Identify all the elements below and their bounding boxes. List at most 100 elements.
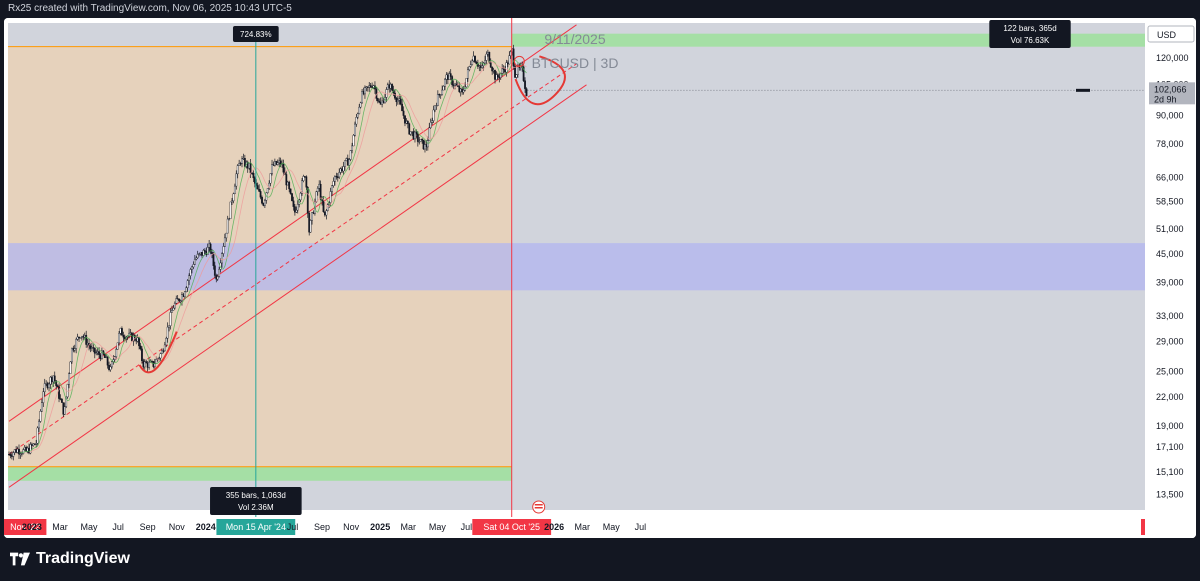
candle-body: [169, 312, 172, 326]
last-price-badge[interactable]: [1149, 82, 1195, 105]
candle-body: [522, 66, 525, 81]
candle-body: [329, 191, 332, 203]
candle-body: [195, 257, 198, 260]
candle-body: [213, 265, 216, 276]
candle-body: [358, 106, 361, 114]
candle-body: [304, 176, 306, 178]
candle-body: [462, 90, 465, 93]
measure-percent-label-text: 724.83%: [240, 30, 272, 39]
chart-date-title: 9/11/2025: [544, 31, 605, 47]
candle-body: [428, 127, 431, 141]
candle-body: [191, 266, 193, 270]
candle-body: [168, 325, 171, 328]
candle-body: [52, 375, 55, 383]
candle-body: [155, 359, 158, 364]
candle-body: [18, 448, 20, 455]
candle-body: [382, 100, 385, 104]
price-tick-label: 22,000: [1156, 392, 1184, 402]
candle-body: [285, 174, 288, 186]
candle-body: [355, 117, 358, 125]
time-tick-label: Jul: [635, 522, 647, 532]
candle-body: [388, 84, 391, 89]
candle-body: [92, 347, 95, 349]
us-flag-stripe-icon: [534, 504, 543, 506]
candle-body: [515, 74, 518, 78]
time-highlight-badge: [472, 519, 552, 535]
candle-body: [98, 351, 100, 355]
candle-body: [322, 200, 325, 212]
candle-body: [424, 144, 426, 150]
candle-body: [218, 269, 221, 277]
chart-frame[interactable]: 9/11/2025 BTCUSD | 3D USD 120,000105,000…: [4, 18, 1196, 538]
candle-body: [76, 336, 79, 340]
candle-body: [32, 443, 35, 446]
candle-body: [221, 253, 223, 264]
candle-body: [485, 53, 488, 61]
candle-body: [371, 86, 373, 88]
tradingview-brand[interactable]: TradingView: [10, 550, 130, 568]
candle-body: [269, 173, 272, 184]
candle-body: [351, 145, 353, 151]
candle-body: [203, 250, 206, 252]
price-tick-label: 120,000: [1156, 53, 1189, 63]
candle-body: [458, 86, 461, 92]
candle-body: [81, 335, 83, 338]
candle-body: [72, 347, 75, 351]
candle-body: [116, 342, 119, 350]
candle-body: [182, 294, 185, 297]
candle-body: [331, 185, 333, 192]
candle-body: [49, 377, 52, 385]
candle-body: [399, 98, 402, 105]
candle-body: [238, 163, 241, 166]
candle-body: [315, 191, 318, 202]
price-tick-label: 13,500: [1156, 489, 1184, 499]
candle-body: [162, 350, 165, 352]
measure-recent-label-text: 122 bars, 365d: [1003, 24, 1056, 33]
btcusd-chart[interactable]: 9/11/2025 BTCUSD | 3D USD 120,000105,000…: [4, 18, 1196, 538]
candle-body: [474, 55, 476, 63]
currency-label[interactable]: USD: [1157, 30, 1177, 40]
candle-body: [454, 83, 456, 86]
candle-body: [369, 85, 372, 88]
currency-button[interactable]: [1147, 25, 1195, 43]
alert-circle-icon: [513, 55, 525, 67]
candle-body: [395, 97, 398, 103]
candle-body: [414, 131, 416, 140]
candle-body: [10, 455, 13, 457]
time-axis[interactable]: Nov '222023MarMayJulSepNov2024MaMon 15 A…: [4, 517, 1145, 538]
candle-body: [65, 396, 68, 407]
candle-body: [278, 160, 281, 163]
candle-body: [338, 172, 341, 178]
candle-body: [421, 139, 424, 141]
candle-body: [103, 353, 106, 358]
candle-body: [83, 335, 86, 338]
candle-body: [161, 350, 163, 354]
candle-body: [475, 62, 478, 65]
candle-body: [39, 411, 42, 422]
candle-body: [181, 294, 183, 302]
candle-body: [115, 349, 118, 357]
time-tick-label: May: [81, 522, 99, 532]
candle-body: [212, 253, 215, 266]
brand-label: TradingView: [36, 550, 130, 567]
candle-body: [492, 70, 495, 72]
candle-body: [60, 398, 63, 403]
candle-body: [326, 204, 329, 211]
candle-body: [118, 333, 120, 344]
candle-body: [105, 356, 108, 359]
candle-body: [252, 172, 255, 179]
candle-body: [431, 120, 434, 123]
candle-body: [42, 391, 45, 403]
candle-body: [468, 66, 471, 71]
candle-body: [152, 361, 155, 367]
candle-body: [59, 398, 62, 400]
candle-body: [332, 181, 335, 186]
candle-body: [251, 172, 253, 174]
candle-body: [145, 361, 148, 364]
candle-body: [15, 449, 18, 453]
candle-body: [93, 347, 96, 354]
candle-body: [25, 446, 28, 452]
price-axis[interactable]: USD 120,000105,00090,00078,00066,00058,5…: [1145, 18, 1196, 538]
candle-body: [12, 452, 15, 457]
candle-body: [348, 159, 351, 166]
